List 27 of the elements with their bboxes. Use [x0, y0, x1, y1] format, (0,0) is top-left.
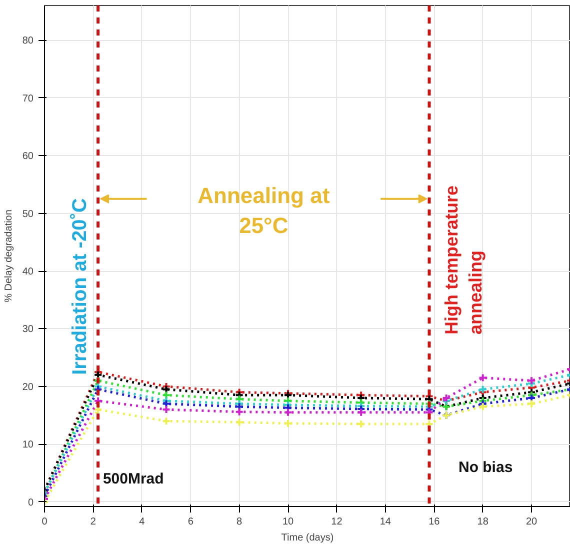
x-tick-label: 2 [90, 516, 96, 528]
x-axis-title: Time (days) [281, 532, 334, 544]
x-tick-label: 18 [477, 516, 489, 528]
y-tick-label: 60 [22, 151, 34, 162]
annotation: No bias [458, 458, 513, 476]
y-tick-label: 80 [22, 36, 34, 47]
annotation: Annealing at 25°C [198, 182, 330, 238]
x-tick-label: 4 [139, 516, 146, 528]
x-tick-label: 20 [526, 516, 538, 528]
y-tick-label: 30 [22, 324, 34, 336]
x-tick-label: 16 [428, 516, 440, 528]
x-tick-label: 6 [188, 516, 194, 528]
y-tick-label: 50 [22, 208, 34, 220]
annotation: Irradiation at -20˚C [68, 198, 91, 375]
x-tick-label: 10 [282, 516, 294, 528]
y-tick-label: 0 [28, 497, 34, 508]
y-tick-label: 10 [22, 440, 34, 451]
annotation: High temperature annealing [441, 185, 486, 334]
x-tick-label: 8 [236, 516, 243, 528]
x-tick-label: 0 [42, 516, 48, 528]
x-tick-label: 14 [380, 516, 392, 528]
y-tick-label: 40 [22, 266, 34, 278]
annotation: 500Mrad [102, 470, 164, 488]
y-tick-label: 70 [22, 93, 34, 104]
y-axis-title: % Delay degradation [3, 210, 14, 302]
y-tick-label: 20 [22, 382, 34, 393]
x-tick-label: 12 [331, 516, 343, 528]
